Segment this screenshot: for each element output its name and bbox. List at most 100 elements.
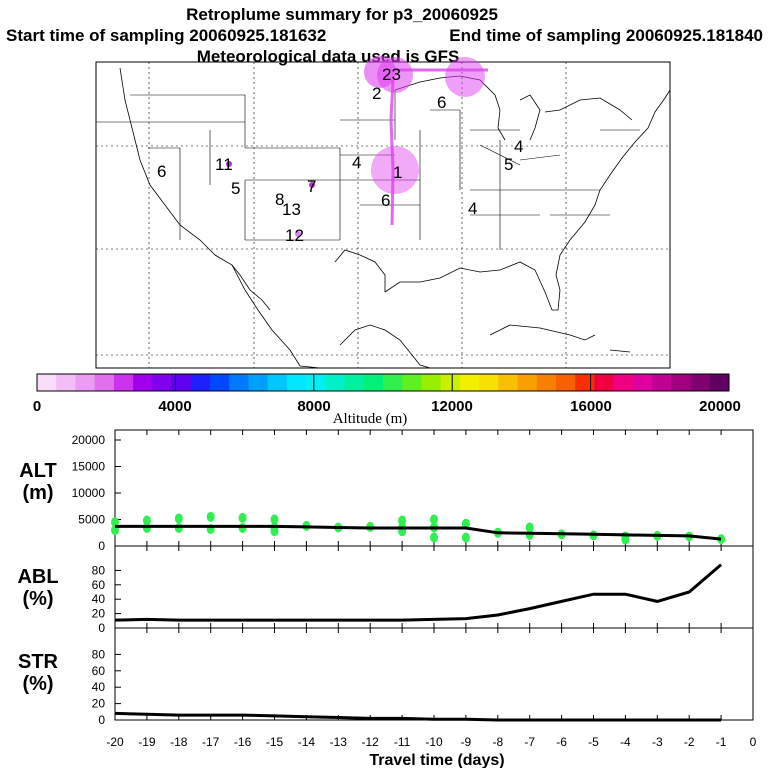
y-tick-label: 40 — [92, 592, 106, 606]
map-labels: 1 2 4 4 4 5 5 6 6 6 7 8 11 12 13 23 — [157, 65, 523, 245]
colorbar-swatch — [498, 374, 519, 391]
panel-0: 0 5000 10000 15000 20000 — [72, 429, 754, 553]
x-tick-label: -2 — [684, 735, 695, 749]
scatter-point — [270, 514, 279, 525]
y-tick-label: 0 — [98, 621, 105, 635]
plume-blob — [364, 56, 396, 88]
colorbar-swatch — [536, 374, 557, 391]
y-tick-label: 20 — [92, 697, 106, 711]
x-tick-label: -5 — [588, 735, 599, 749]
alt-panel-unit: (m) — [22, 482, 53, 504]
map-panel: 1 2 4 4 4 5 5 6 6 6 7 8 11 12 13 23 — [95, 56, 671, 369]
colorbar-swatch — [75, 374, 96, 391]
x-tick-label: -10 — [425, 735, 443, 749]
map-label: 4 — [468, 199, 477, 218]
x-tick-label: -7 — [524, 735, 535, 749]
colorbar-swatch — [709, 374, 730, 391]
x-tick-label: -19 — [138, 735, 156, 749]
plume — [226, 56, 488, 237]
map-graticule — [96, 62, 670, 368]
y-tick-label: 80 — [92, 563, 106, 577]
colorbar-tick-label: 8000 — [297, 398, 330, 415]
colorbar-swatch — [594, 374, 615, 391]
colorbar-swatch — [556, 374, 576, 391]
colorbar-swatch — [402, 374, 422, 391]
y-tick-label: 10000 — [72, 486, 106, 500]
x-tick-label: -8 — [492, 735, 503, 749]
colorbar-swatch — [671, 374, 692, 391]
x-tick-label: -14 — [298, 735, 316, 749]
colorbar-swatch — [459, 374, 480, 391]
colorbar-swatch — [113, 374, 134, 391]
x-tick-label: -12 — [362, 735, 380, 749]
scatter-point — [525, 522, 534, 533]
colorbar-swatch — [652, 374, 672, 391]
colorbar-swatch — [56, 374, 76, 391]
scatter-point — [717, 534, 726, 545]
colorbar-swatch — [325, 374, 346, 391]
map-label: 5 — [231, 179, 240, 198]
altitude-colorbar — [36, 373, 730, 392]
y-tick-label: 60 — [92, 664, 106, 678]
end-time-label: End time of sampling 20060925.181840 — [449, 26, 763, 45]
scatter-point — [174, 522, 183, 533]
y-tick-label: 80 — [92, 647, 106, 661]
map-label: 12 — [285, 226, 304, 245]
y-tick-label: 0 — [98, 713, 105, 727]
map-label: 6 — [157, 162, 166, 181]
x-tick-label: -13 — [330, 735, 348, 749]
x-tick-label: -18 — [170, 735, 188, 749]
colorbar-swatch — [632, 374, 653, 391]
x-tick-label: -16 — [234, 735, 252, 749]
scatter-point — [461, 518, 470, 529]
x-tick-label: -3 — [652, 735, 663, 749]
plume-track — [389, 79, 395, 226]
x-tick-label: -6 — [556, 735, 567, 749]
scatter-point — [430, 532, 438, 543]
colorbar-swatch — [37, 374, 57, 391]
y-tick-label: 20 — [92, 607, 106, 621]
x-tick-label: 0 — [750, 735, 757, 749]
plume-dot — [295, 231, 301, 237]
colorbar-swatch — [152, 374, 173, 391]
plume-blob — [445, 57, 485, 97]
x-tick-label: -20 — [106, 735, 124, 749]
colorbar-tick-label: 20000 — [699, 398, 741, 415]
panel-labels: ALT (m) ABL (%) STR (%) — [17, 460, 58, 695]
map-coastlines — [119, 67, 671, 369]
scatter-point — [142, 522, 151, 533]
y-tick-label: 15000 — [72, 460, 106, 474]
scatter-point — [142, 515, 151, 526]
colorbar-tick-label: 0 — [33, 398, 41, 415]
series-line — [114, 563, 723, 622]
abl-panel-label: ABL — [17, 566, 58, 588]
map-label: 1 — [393, 163, 402, 182]
map-label: 23 — [382, 65, 401, 84]
map-label: 13 — [282, 200, 301, 219]
panel-frame — [114, 545, 754, 629]
panel-frame — [114, 627, 754, 721]
map-label: 7 — [307, 177, 316, 196]
colorbar-swatch — [94, 374, 115, 391]
y-tick-label: 0 — [98, 539, 105, 553]
x-tick-label: -17 — [202, 735, 220, 749]
colorbar-swatch — [421, 374, 442, 391]
scatter-point — [238, 522, 247, 533]
colorbar-swatch — [190, 374, 211, 391]
time-series-panels: 05000100001500020000020406080020406080-2… — [72, 429, 757, 749]
map-label: 5 — [504, 155, 513, 174]
scatter-point — [621, 534, 630, 545]
x-tick-label: -4 — [620, 735, 631, 749]
colorbar-swatch — [363, 374, 384, 391]
abl-panel-unit: (%) — [22, 588, 53, 610]
plume-blob — [371, 146, 419, 194]
colorbar-swatch — [248, 374, 269, 391]
colorbar-swatch — [613, 374, 634, 391]
start-time-label: Start time of sampling 20060925.181632 — [6, 26, 326, 45]
colorbar-swatch — [517, 374, 538, 391]
str-panel-label: STR — [18, 651, 59, 673]
colorbar-swatch — [479, 374, 499, 391]
